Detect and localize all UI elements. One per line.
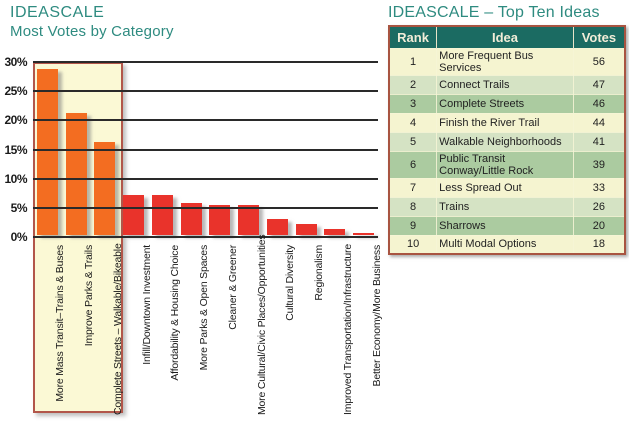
gridline (33, 177, 378, 180)
cell-rank: 4 (388, 112, 438, 133)
cell-idea: Less Spread Out (436, 177, 574, 198)
cell-rank: 10 (388, 234, 438, 255)
bar (295, 223, 317, 235)
cell-idea: Walkable Neighborhoods (436, 131, 574, 152)
category-label: Cultural Diversity (284, 245, 297, 321)
cell-votes: 18 (572, 234, 626, 255)
bar (209, 205, 231, 235)
y-tick-label: 0% (10, 230, 28, 244)
category-label: More Parks & Open Spaces (198, 245, 211, 371)
y-tick-label: 15% (4, 142, 27, 157)
bar (266, 219, 288, 235)
gridline (33, 148, 378, 151)
cell-rank: 1 (388, 47, 438, 76)
cell-idea: Connect Trails (436, 74, 574, 95)
cell-idea: Finish the River Trail (436, 112, 574, 133)
cell-votes: 47 (572, 74, 626, 95)
category-label: More Cultural/Civic Places/Opportunities (255, 234, 268, 416)
table-title: IDEASCALE – Top Ten Ideas (388, 4, 600, 21)
table-row: 8 Trains 26 (388, 196, 626, 217)
cell-idea: More Frequent Bus Services (436, 47, 574, 76)
cell-idea: Multi Modal Options (436, 234, 574, 255)
table-header: Rank Idea Votes (389, 26, 625, 48)
bar (94, 141, 116, 235)
category-label: Cleaner & Greener (226, 245, 239, 330)
cell-votes: 46 (572, 93, 626, 114)
cell-idea: Sharrows (436, 215, 574, 236)
plot-area (33, 61, 378, 238)
table-row: 10 Multi Modal Options 18 (388, 234, 626, 255)
y-tick-label: 10% (4, 171, 27, 186)
y-tick-label: 30% (4, 55, 27, 69)
chart-title-brand: IDEASCALE (10, 4, 105, 21)
category-label: Improved Transportation/Infrastructure (341, 244, 354, 415)
cell-rank: 7 (388, 177, 438, 198)
cell-rank: 3 (388, 93, 438, 114)
bar (123, 195, 145, 235)
bar (180, 202, 202, 235)
y-axis: 30% 25% 20% 15% 10% 5% 0% (0, 55, 29, 244)
category-label: Affordability & Housing Choice (169, 245, 182, 381)
cell-votes: 33 (572, 177, 626, 198)
bar (36, 68, 58, 235)
y-tick-label: 20% (4, 113, 27, 128)
gridline (33, 61, 378, 63)
category-label: Better Economy/More Business (370, 245, 383, 387)
cell-votes: 41 (572, 131, 626, 152)
table-row: 5 Walkable Neighborhoods 41 (388, 131, 626, 152)
gridline (33, 90, 378, 93)
cell-votes: 39 (572, 150, 626, 179)
cell-votes: 20 (572, 215, 626, 236)
y-tick-label: 5% (10, 200, 28, 215)
top-ten-ideas-table: Rank Idea Votes 1 More Frequent Bus Service… (388, 25, 626, 255)
table-row: 7 Less Spread Out 33 (388, 177, 626, 198)
y-tick-label: 25% (4, 84, 27, 99)
table-row: 4 Finish the River Trail 44 (388, 112, 626, 133)
cell-votes: 26 (572, 196, 626, 217)
cell-rank: 5 (388, 131, 438, 152)
cell-votes: 56 (572, 47, 626, 76)
bar (151, 194, 173, 235)
gridline (33, 206, 378, 209)
category-label: Regionalism (313, 245, 326, 301)
gridline (33, 236, 378, 238)
bar (65, 112, 87, 235)
cell-idea: Public Transit Conway/Little Rock (436, 150, 574, 179)
bar (238, 205, 260, 235)
cell-idea: Trains (436, 196, 574, 217)
column-header-votes: Votes (572, 26, 625, 48)
category-label: Infill/Downtown Investment (140, 245, 153, 365)
bar (353, 233, 375, 235)
bar (324, 229, 346, 235)
gridline (33, 119, 378, 122)
table-row: 3 Complete Streets 46 (388, 93, 626, 114)
table-row: 6 Public Transit Conway/Little Rock 39 (388, 150, 626, 179)
table-row: 9 Sharrows 20 (388, 215, 626, 236)
cell-idea: Complete Streets (436, 93, 574, 114)
table-row: 1 More Frequent Bus Services 56 (388, 47, 626, 76)
column-header-idea: Idea (436, 26, 574, 48)
cell-rank: 8 (388, 196, 438, 217)
cell-rank: 6 (388, 150, 438, 179)
column-header-rank: Rank (389, 26, 437, 48)
cell-votes: 44 (572, 112, 626, 133)
cell-rank: 2 (388, 74, 438, 95)
cell-rank: 9 (388, 215, 438, 236)
chart-title-subtitle: Most Votes by Category (10, 23, 174, 40)
table-row: 2 Connect Trails 47 (388, 74, 626, 95)
